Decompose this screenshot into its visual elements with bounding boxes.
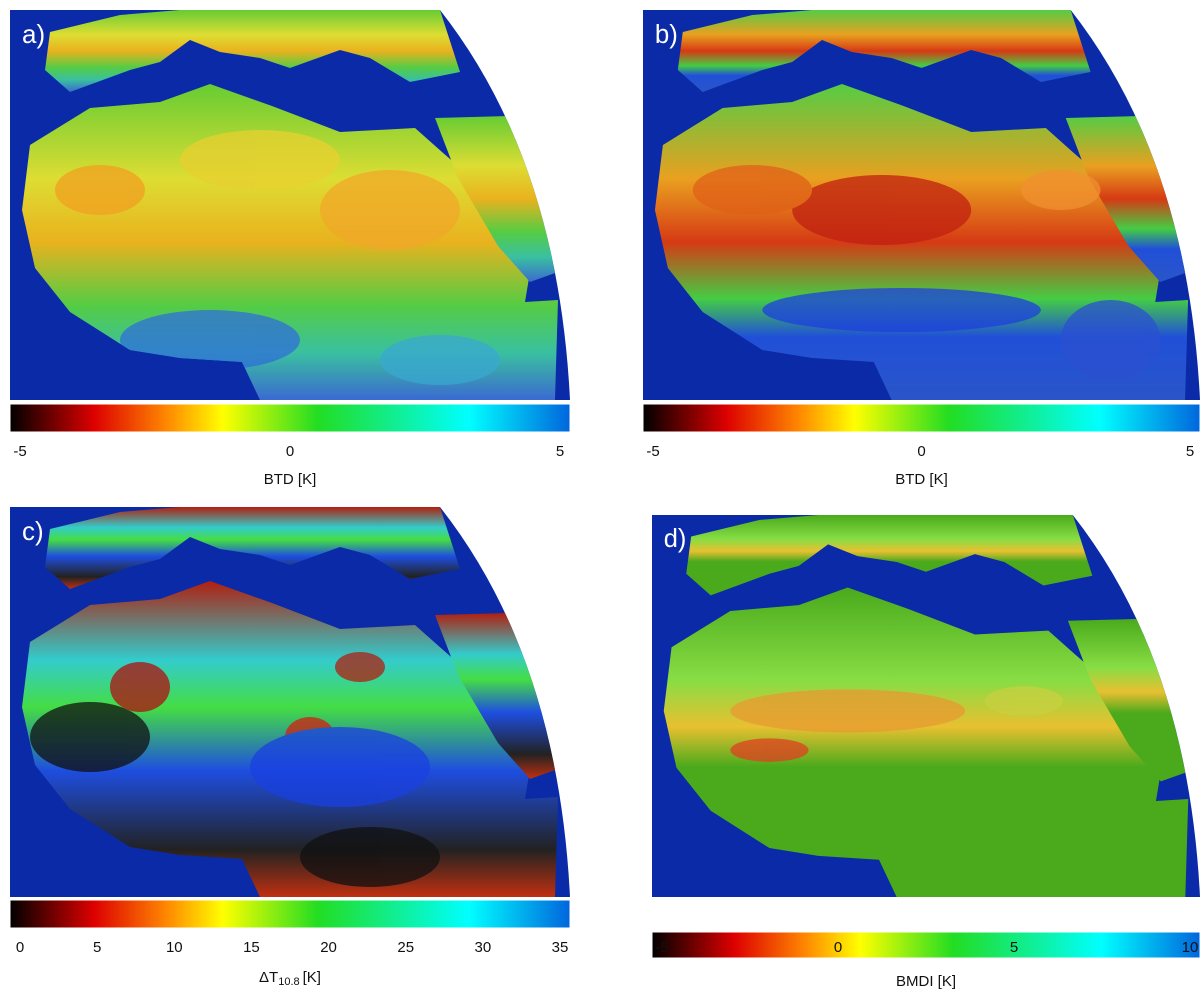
colorbar-label: BTD [K] [264,471,317,488]
texture [30,702,150,772]
texture [730,738,808,762]
panel-label: c) [22,516,44,546]
map: a) [10,10,570,400]
texture [1021,170,1101,210]
texture [55,165,145,215]
panel-label: a) [22,19,45,49]
texture [762,288,1041,332]
colorbar-tick-label: 20 [320,939,337,956]
figure: a) -5 0 5 BTD [K] b) -5 0 5 BTD [K] c) 0 5 10 15 20 25 30… [0,0,1200,994]
texture [300,827,440,887]
colorbar-label: BTD [K] [895,471,948,488]
texture [110,662,170,712]
texture [180,130,340,190]
texture [693,165,812,215]
texture [380,335,500,385]
map: c) [10,507,570,897]
texture [1061,300,1160,380]
map: b) [643,10,1200,400]
texture [730,689,965,732]
map: d) [652,515,1200,897]
colorbar-tick-label: 0 [834,939,842,956]
label-main: BTD [K] [895,471,948,488]
colorbar-tick-label: 5 [1186,443,1194,460]
map-body [10,10,570,400]
label-unit: [K] [303,969,321,986]
map-body [643,10,1200,400]
texture [792,175,971,245]
texture [985,686,1063,715]
colorbar-tick-label: 15 [243,939,260,956]
colorbar-tick-label: 25 [397,939,414,956]
colorbar-tick-label: 5 [556,443,564,460]
colorbar-tick-label: 10 [1182,939,1199,956]
texture [320,170,460,250]
colorbar-label: BMDI [K] [896,973,956,990]
colorbar-tick-label: 5 [93,939,101,956]
colorbar-tick-label: 0 [917,443,925,460]
colorbar [652,932,1200,958]
map-body [10,507,570,897]
colorbar-label: ΔT10.8 [K] [259,969,321,988]
colorbar [643,404,1200,432]
colorbar-tick-label: 35 [552,939,569,956]
colorbar-tick-label: 0 [16,939,24,956]
colorbar-tick-label: 0 [286,443,294,460]
colorbar-tick-label: 10 [166,939,183,956]
texture [335,652,385,682]
label-main: ΔT [259,969,278,986]
label-subscript: 10.8 [278,976,299,988]
panel-label: d) [664,525,687,553]
colorbar-tick-label: -5 [13,443,26,460]
colorbar-tick-label: -5 [646,443,659,460]
colorbar-tick-label: -5 [655,939,668,956]
texture [250,727,430,807]
label-main: BTD [K] [264,471,317,488]
colorbar [10,900,570,928]
colorbar-tick-label: 30 [475,939,492,956]
colorbar-tick-label: 5 [1010,939,1018,956]
panel-label: b) [655,21,678,49]
colorbar [10,404,570,432]
map-body [652,515,1200,897]
label-main: BMDI [K] [896,973,956,990]
